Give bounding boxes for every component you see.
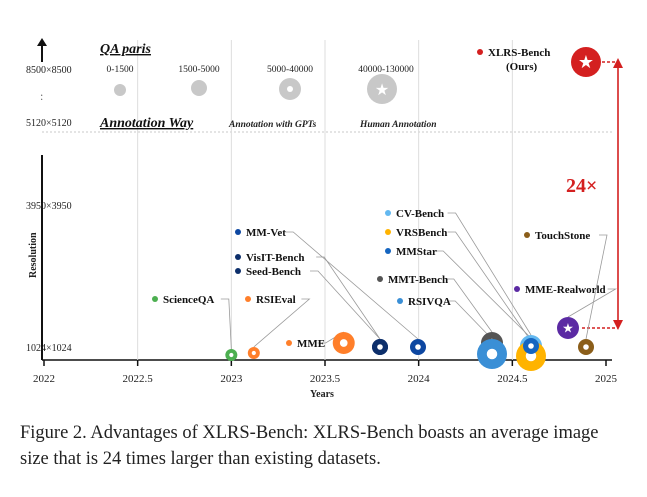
point-label: MME-Realworld — [525, 284, 606, 296]
y-axis-label: Resolution — [28, 232, 39, 278]
point-label: MMStar — [396, 246, 437, 258]
y-tick-1024: 1024×1024 — [26, 343, 72, 354]
legend-qa-range-2: 1500-5000 — [178, 65, 219, 75]
legend-qa-range-3: 5000-40000 — [267, 65, 313, 75]
label-dot — [235, 229, 241, 235]
label-dot — [385, 248, 391, 254]
point-label: XLRS-Bench — [488, 47, 550, 59]
point-label: Seed-Bench — [246, 266, 301, 278]
label-dot — [377, 276, 383, 282]
label-dot — [235, 268, 241, 274]
label-dot — [245, 296, 251, 302]
label-dot — [477, 49, 483, 55]
legend-star-icon: ★ — [375, 82, 389, 99]
connector-line — [447, 300, 493, 340]
data-point-inner — [339, 339, 348, 347]
point-label: VRSBench — [396, 227, 447, 239]
legend-qa-range-4: 40000-130000 — [358, 65, 414, 75]
x-tick-label: 2022 — [33, 373, 55, 385]
point-label: CV-Bench — [396, 208, 444, 220]
connector-line — [310, 270, 381, 340]
data-point-inner — [486, 348, 498, 360]
legend-annotation-human: Human Annotation — [359, 120, 436, 130]
data-labels: ScienceQA RSIEval MME Seed-Bench VisIT-Bench… — [152, 47, 606, 350]
y-tick-3950: 3950×3950 — [26, 201, 72, 212]
connector-line — [220, 298, 232, 350]
figure-caption: Figure 2. Advantages of XLRS-Bench: XLRS… — [20, 423, 599, 469]
x-tick-label: 2024 — [408, 373, 431, 385]
data-point-inner — [583, 344, 589, 350]
y-tick-8500: 8500×8500 — [26, 65, 72, 76]
ratio-arrow-top — [613, 58, 623, 68]
x-tick-label: 2022.5 — [123, 373, 154, 385]
point-label: MME — [297, 338, 325, 350]
connector-line — [435, 250, 532, 339]
label-dot — [524, 232, 530, 238]
point-label: (Ours) — [506, 61, 538, 73]
x-axis-label: Years — [310, 389, 334, 400]
x-tick-label: 2023 — [220, 373, 243, 385]
vertical-gridlines — [137, 40, 513, 360]
label-dot — [235, 254, 241, 260]
y-dots: : — [40, 89, 43, 103]
legend-annotation-gpt: Annotation with GPTs — [228, 120, 317, 130]
data-point-inner — [415, 344, 421, 350]
connector-line — [585, 234, 608, 340]
y-tick-5120: 5120×5120 — [26, 118, 72, 129]
x-tick-label: 2025 — [595, 373, 618, 385]
label-dot — [385, 229, 391, 235]
data-markers: ★ ★ ★ — [225, 47, 601, 371]
connector-line — [447, 212, 532, 336]
star-icon: ★ — [578, 52, 594, 72]
label-dot — [286, 340, 292, 346]
connector-lines — [220, 212, 618, 350]
data-point — [557, 317, 579, 339]
connector-line — [253, 298, 311, 348]
data-point — [571, 47, 601, 77]
ratio-arrow-bottom — [613, 320, 623, 330]
x-tick-label: 2024.5 — [497, 373, 528, 385]
data-point-inner — [229, 352, 234, 358]
y-axis-arrow — [37, 38, 47, 46]
legend-annotation-title: Annotation Way — [99, 116, 194, 131]
label-dot — [397, 298, 403, 304]
x-ticks: 2022 2022.5 2023 2023.5 2024 2024.5 2025 — [33, 360, 618, 385]
point-label: MMT-Bench — [388, 274, 448, 286]
point-label: TouchStone — [535, 230, 590, 242]
connector-line — [567, 288, 618, 318]
legend-size-3-inner — [287, 86, 293, 92]
label-dot — [152, 296, 158, 302]
star-icon: ★ — [562, 320, 574, 335]
data-point-inner — [251, 350, 256, 356]
connector-line — [447, 231, 532, 342]
chart: 8500×8500 : 5120×5120 3950×3950 1024×102… — [26, 38, 623, 400]
connector-line — [285, 231, 419, 340]
point-label: VisIT-Bench — [246, 252, 304, 264]
point-label: MM-Vet — [246, 227, 286, 239]
label-dot — [385, 210, 391, 216]
connector-line — [316, 256, 381, 340]
legend-qa-title: QA paris — [100, 42, 152, 57]
point-label: RSIEval — [256, 294, 296, 306]
legend-size-4 — [367, 74, 397, 104]
ratio-label: 24× — [566, 175, 597, 197]
point-label: RSIVQA — [408, 296, 451, 308]
label-dot — [514, 286, 520, 292]
x-tick-label: 2023.5 — [310, 373, 341, 385]
legend-size-2 — [191, 80, 207, 96]
data-point-inner — [528, 343, 534, 349]
point-label: ScienceQA — [163, 294, 214, 306]
legend-size-1 — [114, 84, 126, 96]
legend-qa-range-1: 0-1500 — [107, 65, 134, 75]
connector-line — [445, 278, 493, 333]
data-point-inner — [377, 344, 383, 350]
